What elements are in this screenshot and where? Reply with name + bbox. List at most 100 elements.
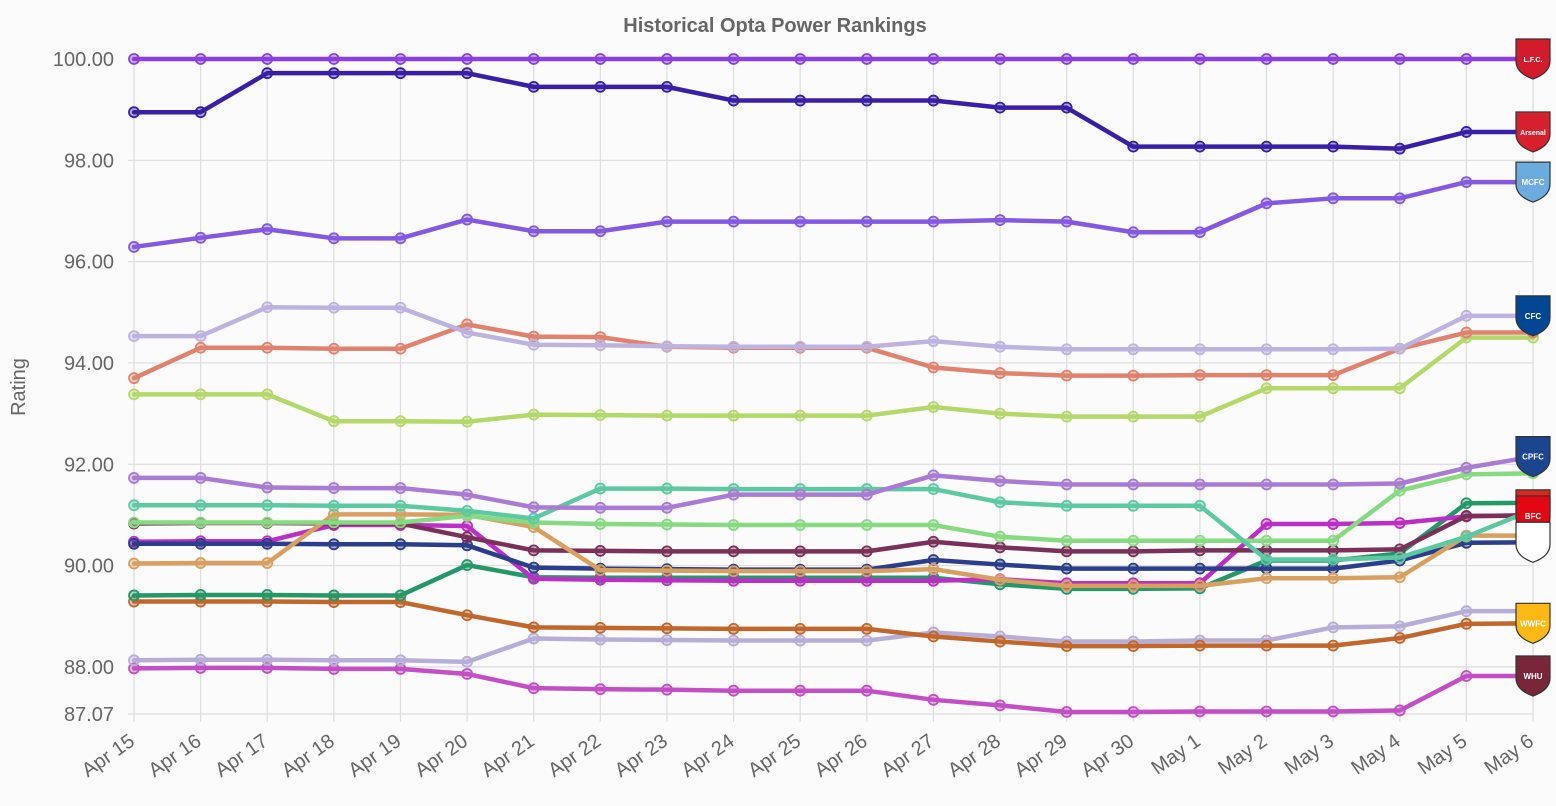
data-point[interactable]: [1460, 126, 1473, 138]
data-point[interactable]: [594, 80, 607, 93]
data-point[interactable]: [794, 684, 807, 697]
data-point[interactable]: [394, 508, 407, 521]
data-point[interactable]: [1194, 705, 1206, 718]
data-point[interactable]: [1327, 192, 1340, 205]
data-point[interactable]: [1127, 369, 1140, 382]
data-point[interactable]: [1127, 343, 1140, 356]
data-point[interactable]: [1460, 176, 1473, 188]
data-point[interactable]: [1260, 478, 1273, 491]
data-point[interactable]: [1260, 382, 1273, 395]
data-point[interactable]: [1194, 478, 1206, 491]
data-point[interactable]: [1460, 510, 1473, 522]
data-point[interactable]: [394, 499, 407, 512]
data-point[interactable]: [1260, 639, 1273, 652]
data-point[interactable]: [727, 565, 740, 578]
data-point[interactable]: [1260, 197, 1273, 210]
data-point[interactable]: [327, 301, 340, 314]
data-point[interactable]: [1127, 534, 1140, 547]
data-point[interactable]: [594, 225, 607, 238]
data-point[interactable]: [261, 499, 274, 512]
data-point[interactable]: [527, 338, 540, 351]
data-point[interactable]: [727, 488, 740, 501]
data-point[interactable]: [727, 94, 740, 107]
data-point[interactable]: [128, 589, 140, 602]
data-point[interactable]: [860, 684, 873, 697]
data-point[interactable]: [1460, 670, 1473, 682]
data-point[interactable]: [1327, 478, 1340, 491]
data-point[interactable]: [394, 342, 407, 355]
data-point[interactable]: [461, 539, 473, 552]
data-point[interactable]: [994, 573, 1006, 586]
data-point[interactable]: [1194, 499, 1206, 512]
data-point[interactable]: [461, 609, 473, 622]
data-point[interactable]: [994, 699, 1006, 712]
data-point[interactable]: [1327, 53, 1340, 65]
data-point[interactable]: [1327, 639, 1340, 652]
data-point[interactable]: [1327, 382, 1340, 395]
data-point[interactable]: [1260, 572, 1273, 585]
data-point[interactable]: [1260, 140, 1273, 153]
data-point[interactable]: [327, 342, 340, 355]
data-point[interactable]: [261, 481, 274, 494]
data-point[interactable]: [394, 538, 407, 551]
data-point[interactable]: [1327, 369, 1340, 382]
data-point[interactable]: [1393, 704, 1406, 717]
data-point[interactable]: [327, 415, 340, 428]
data-point[interactable]: [461, 531, 473, 544]
data-point[interactable]: [1194, 410, 1206, 423]
data-point[interactable]: [594, 564, 607, 577]
data-point[interactable]: [794, 409, 807, 422]
data-point[interactable]: [394, 67, 407, 80]
data-point[interactable]: [794, 519, 807, 531]
data-point[interactable]: [1127, 53, 1140, 65]
data-point[interactable]: [661, 683, 673, 696]
data-point[interactable]: [1127, 706, 1140, 718]
data-point[interactable]: [261, 537, 274, 550]
data-point[interactable]: [1327, 621, 1340, 634]
data-point[interactable]: [1194, 53, 1206, 65]
data-point[interactable]: [128, 557, 140, 570]
data-point[interactable]: [394, 654, 407, 667]
data-point[interactable]: [727, 519, 740, 531]
data-point[interactable]: [994, 530, 1006, 543]
data-point[interactable]: [594, 501, 607, 514]
data-point[interactable]: [327, 232, 340, 245]
data-point[interactable]: [994, 367, 1006, 379]
data-point[interactable]: [1327, 572, 1340, 585]
data-point[interactable]: [1060, 101, 1073, 114]
data-point[interactable]: [1393, 517, 1406, 529]
data-point[interactable]: [1393, 342, 1406, 355]
data-point[interactable]: [527, 572, 540, 585]
data-point[interactable]: [527, 53, 540, 65]
data-point[interactable]: [927, 53, 940, 65]
data-point[interactable]: [1060, 534, 1073, 547]
data-point[interactable]: [927, 483, 940, 495]
data-point[interactable]: [661, 53, 673, 65]
data-point[interactable]: [461, 504, 473, 517]
data-point[interactable]: [1393, 571, 1406, 584]
data-point[interactable]: [128, 654, 140, 667]
data-point[interactable]: [860, 519, 873, 531]
data-point[interactable]: [194, 330, 207, 342]
data-point[interactable]: [927, 94, 940, 107]
data-point[interactable]: [1327, 140, 1340, 153]
data-point[interactable]: [794, 634, 807, 647]
data-point[interactable]: [994, 407, 1006, 420]
data-point[interactable]: [1460, 461, 1473, 474]
data-point[interactable]: [194, 231, 207, 244]
data-point[interactable]: [1194, 343, 1206, 356]
data-point[interactable]: [727, 53, 740, 65]
data-point[interactable]: [527, 80, 540, 93]
data-point[interactable]: [527, 621, 540, 634]
data-point[interactable]: [194, 557, 207, 569]
data-point[interactable]: [1327, 705, 1340, 718]
data-point[interactable]: [1393, 620, 1406, 633]
data-point[interactable]: [1327, 343, 1340, 356]
data-point[interactable]: [994, 635, 1006, 648]
data-point[interactable]: [727, 684, 740, 697]
data-point[interactable]: [727, 622, 740, 635]
data-point[interactable]: [327, 482, 340, 494]
data-point[interactable]: [727, 545, 740, 558]
data-point[interactable]: [527, 632, 540, 645]
data-point[interactable]: [1327, 518, 1340, 530]
